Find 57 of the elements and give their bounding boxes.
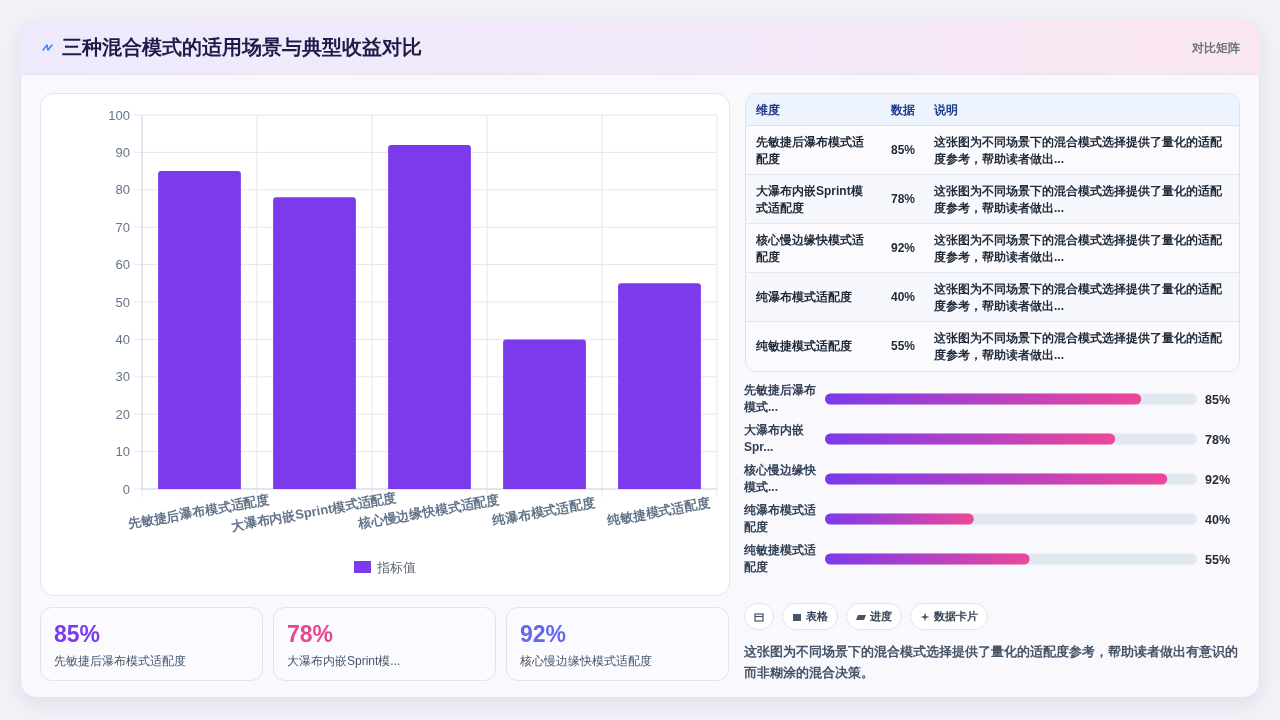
y-tick-label: 80 xyxy=(115,182,130,198)
category-label: 表格 xyxy=(806,609,828,624)
y-tick-label: 40 xyxy=(115,331,130,347)
y-tick-label: 0 xyxy=(122,481,130,497)
y-tick-label: 30 xyxy=(115,369,130,385)
category-label: 大瀑布内嵌Sprint模... xyxy=(287,653,401,669)
text: 对比矩阵 xyxy=(1192,40,1240,56)
y-tick-label: 纯敏捷模式适配度 xyxy=(744,542,817,576)
bar xyxy=(618,283,701,489)
y-tick-label: 60 xyxy=(115,257,130,273)
category-label: 先敏捷后瀑布模式适配度 xyxy=(54,653,186,669)
text: 维度 xyxy=(756,101,780,119)
bar xyxy=(388,144,471,489)
y-tick-label: 50 xyxy=(115,294,130,310)
category-label: 核心慢边缘快模式适配度 xyxy=(756,231,865,266)
data-label: 40% xyxy=(1205,512,1231,527)
text: 40% xyxy=(891,290,916,304)
data-label: 55% xyxy=(1205,552,1231,567)
bar xyxy=(273,197,356,489)
text: 这张图为不同场景下的混合模式选择提供了量化的适配度参考，帮助读者做出... xyxy=(934,182,1223,217)
y-tick-label: 100 xyxy=(108,107,130,123)
text: 78% xyxy=(287,621,334,647)
text: 55% xyxy=(891,339,916,353)
text: 85% xyxy=(891,143,916,157)
y-tick-label: 10 xyxy=(115,444,130,460)
text: 这张图为不同场景下的混合模式选择提供了量化的适配度参考，帮助读者做出... xyxy=(934,329,1223,364)
category-label: 进度 xyxy=(870,609,892,624)
category-label: 先敏捷后瀑布模式适配度 xyxy=(756,133,865,168)
bar xyxy=(503,339,586,489)
y-tick-label: 先敏捷后瀑布模式... xyxy=(744,382,817,416)
text: 92% xyxy=(891,241,916,255)
text: 数据 xyxy=(891,101,915,119)
text: 三种混合模式的适用场景与典型收益对比 xyxy=(62,35,422,60)
text: 这张图为不同场景下的混合模式选择提供了量化的适配度参考，帮助读者做出有意识的而非糊涂的混合决策。 xyxy=(744,643,1239,682)
category-label: 数据卡片 xyxy=(934,609,978,624)
data-label: 85% xyxy=(1205,392,1231,407)
text: 这张图为不同场景下的混合模式选择提供了量化的适配度参考，帮助读者做出... xyxy=(934,231,1223,266)
text: 这张图为不同场景下的混合模式选择提供了量化的适配度参考，帮助读者做出... xyxy=(934,280,1223,315)
data-label: 78% xyxy=(1205,432,1231,447)
x-tick-label: 纯敏捷模式适配度 xyxy=(605,495,712,529)
y-tick-label: 核心慢边缘快模式... xyxy=(744,462,817,496)
y-tick-label: 70 xyxy=(115,219,130,235)
text: 92% xyxy=(520,621,567,647)
y-tick-label: 90 xyxy=(115,144,130,160)
text: 这张图为不同场景下的混合模式选择提供了量化的适配度参考，帮助读者做出... xyxy=(934,133,1223,168)
category-label: 大瀑布内嵌Sprint模式适配度 xyxy=(756,182,864,217)
bar xyxy=(158,171,241,489)
text: 85% xyxy=(54,621,101,647)
data-label: 92% xyxy=(1205,472,1231,487)
category-label: 纯瀑布模式适配度 xyxy=(756,289,853,306)
y-tick-label: 20 xyxy=(115,406,130,422)
text: 说明 xyxy=(934,101,958,119)
category-label: 纯敏捷模式适配度 xyxy=(756,338,853,355)
legend-label: 指标值 xyxy=(376,560,416,575)
text: 78% xyxy=(891,192,916,206)
category-label: 核心慢边缘快模式适配度 xyxy=(520,653,652,669)
y-tick-label: 大瀑布内嵌Spr... xyxy=(744,422,805,456)
